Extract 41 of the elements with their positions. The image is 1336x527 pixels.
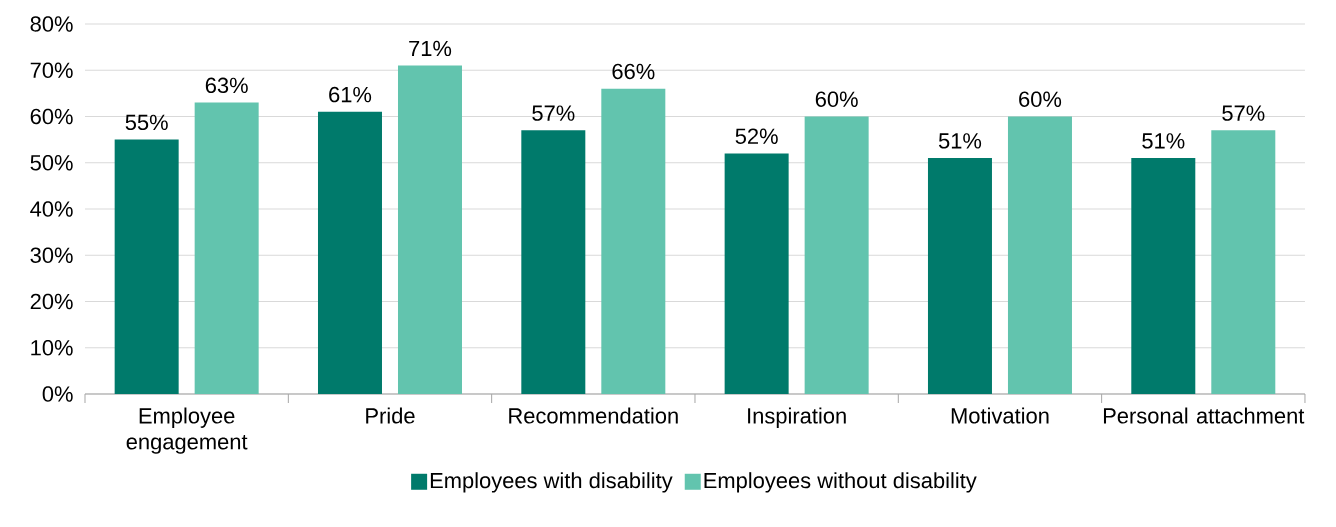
bar: [927, 158, 992, 394]
bar: [601, 88, 666, 394]
data-label: 51%: [1142, 133, 1185, 149]
x-tick-label: Inspiration: [748, 407, 846, 428]
x-tick-label: Motivation: [951, 407, 1049, 424]
data-label: 57%: [532, 105, 575, 121]
data-label: 60%: [1019, 91, 1062, 107]
y-tick-label: 60%: [30, 108, 73, 125]
data-label: 71%: [409, 40, 452, 57]
bar: [1007, 116, 1072, 394]
data-label: 55%: [125, 114, 168, 131]
data-label: 51%: [938, 133, 982, 149]
bar: [1211, 130, 1276, 394]
y-tick-label: 30%: [30, 247, 73, 264]
bar: [317, 111, 382, 394]
bar: [114, 139, 179, 394]
y-tick-label: 70%: [30, 62, 73, 79]
bar: [804, 116, 869, 394]
y-tick-label: 10%: [31, 339, 73, 356]
legend-label: Employees without disability: [704, 472, 977, 493]
y-tick-label: 20%: [30, 293, 73, 310]
y-tick-label: 40%: [30, 201, 73, 217]
data-label: 60%: [815, 91, 858, 107]
x-tick-label: Recommendation: [509, 407, 678, 424]
x-tick-label: Pride: [366, 407, 415, 424]
y-tick-label: 0%: [42, 386, 73, 402]
bar: [724, 153, 789, 394]
y-tick-label: 50%: [30, 154, 73, 171]
bar: [194, 102, 259, 394]
data-label: 63%: [205, 77, 248, 94]
bar: [521, 130, 586, 394]
legend-label: Employees with disability: [430, 472, 673, 493]
data-label: 57%: [1222, 105, 1265, 121]
x-tick-label: Employee engagement: [126, 407, 248, 454]
data-label: 52%: [735, 128, 778, 144]
x-tick-label: Personal attachment: [1103, 407, 1305, 424]
data-label: 61%: [329, 86, 372, 103]
bar: [397, 65, 462, 394]
y-tick-label: 80%: [30, 16, 73, 32]
data-label: 66%: [612, 63, 655, 80]
bar: [1131, 158, 1196, 394]
